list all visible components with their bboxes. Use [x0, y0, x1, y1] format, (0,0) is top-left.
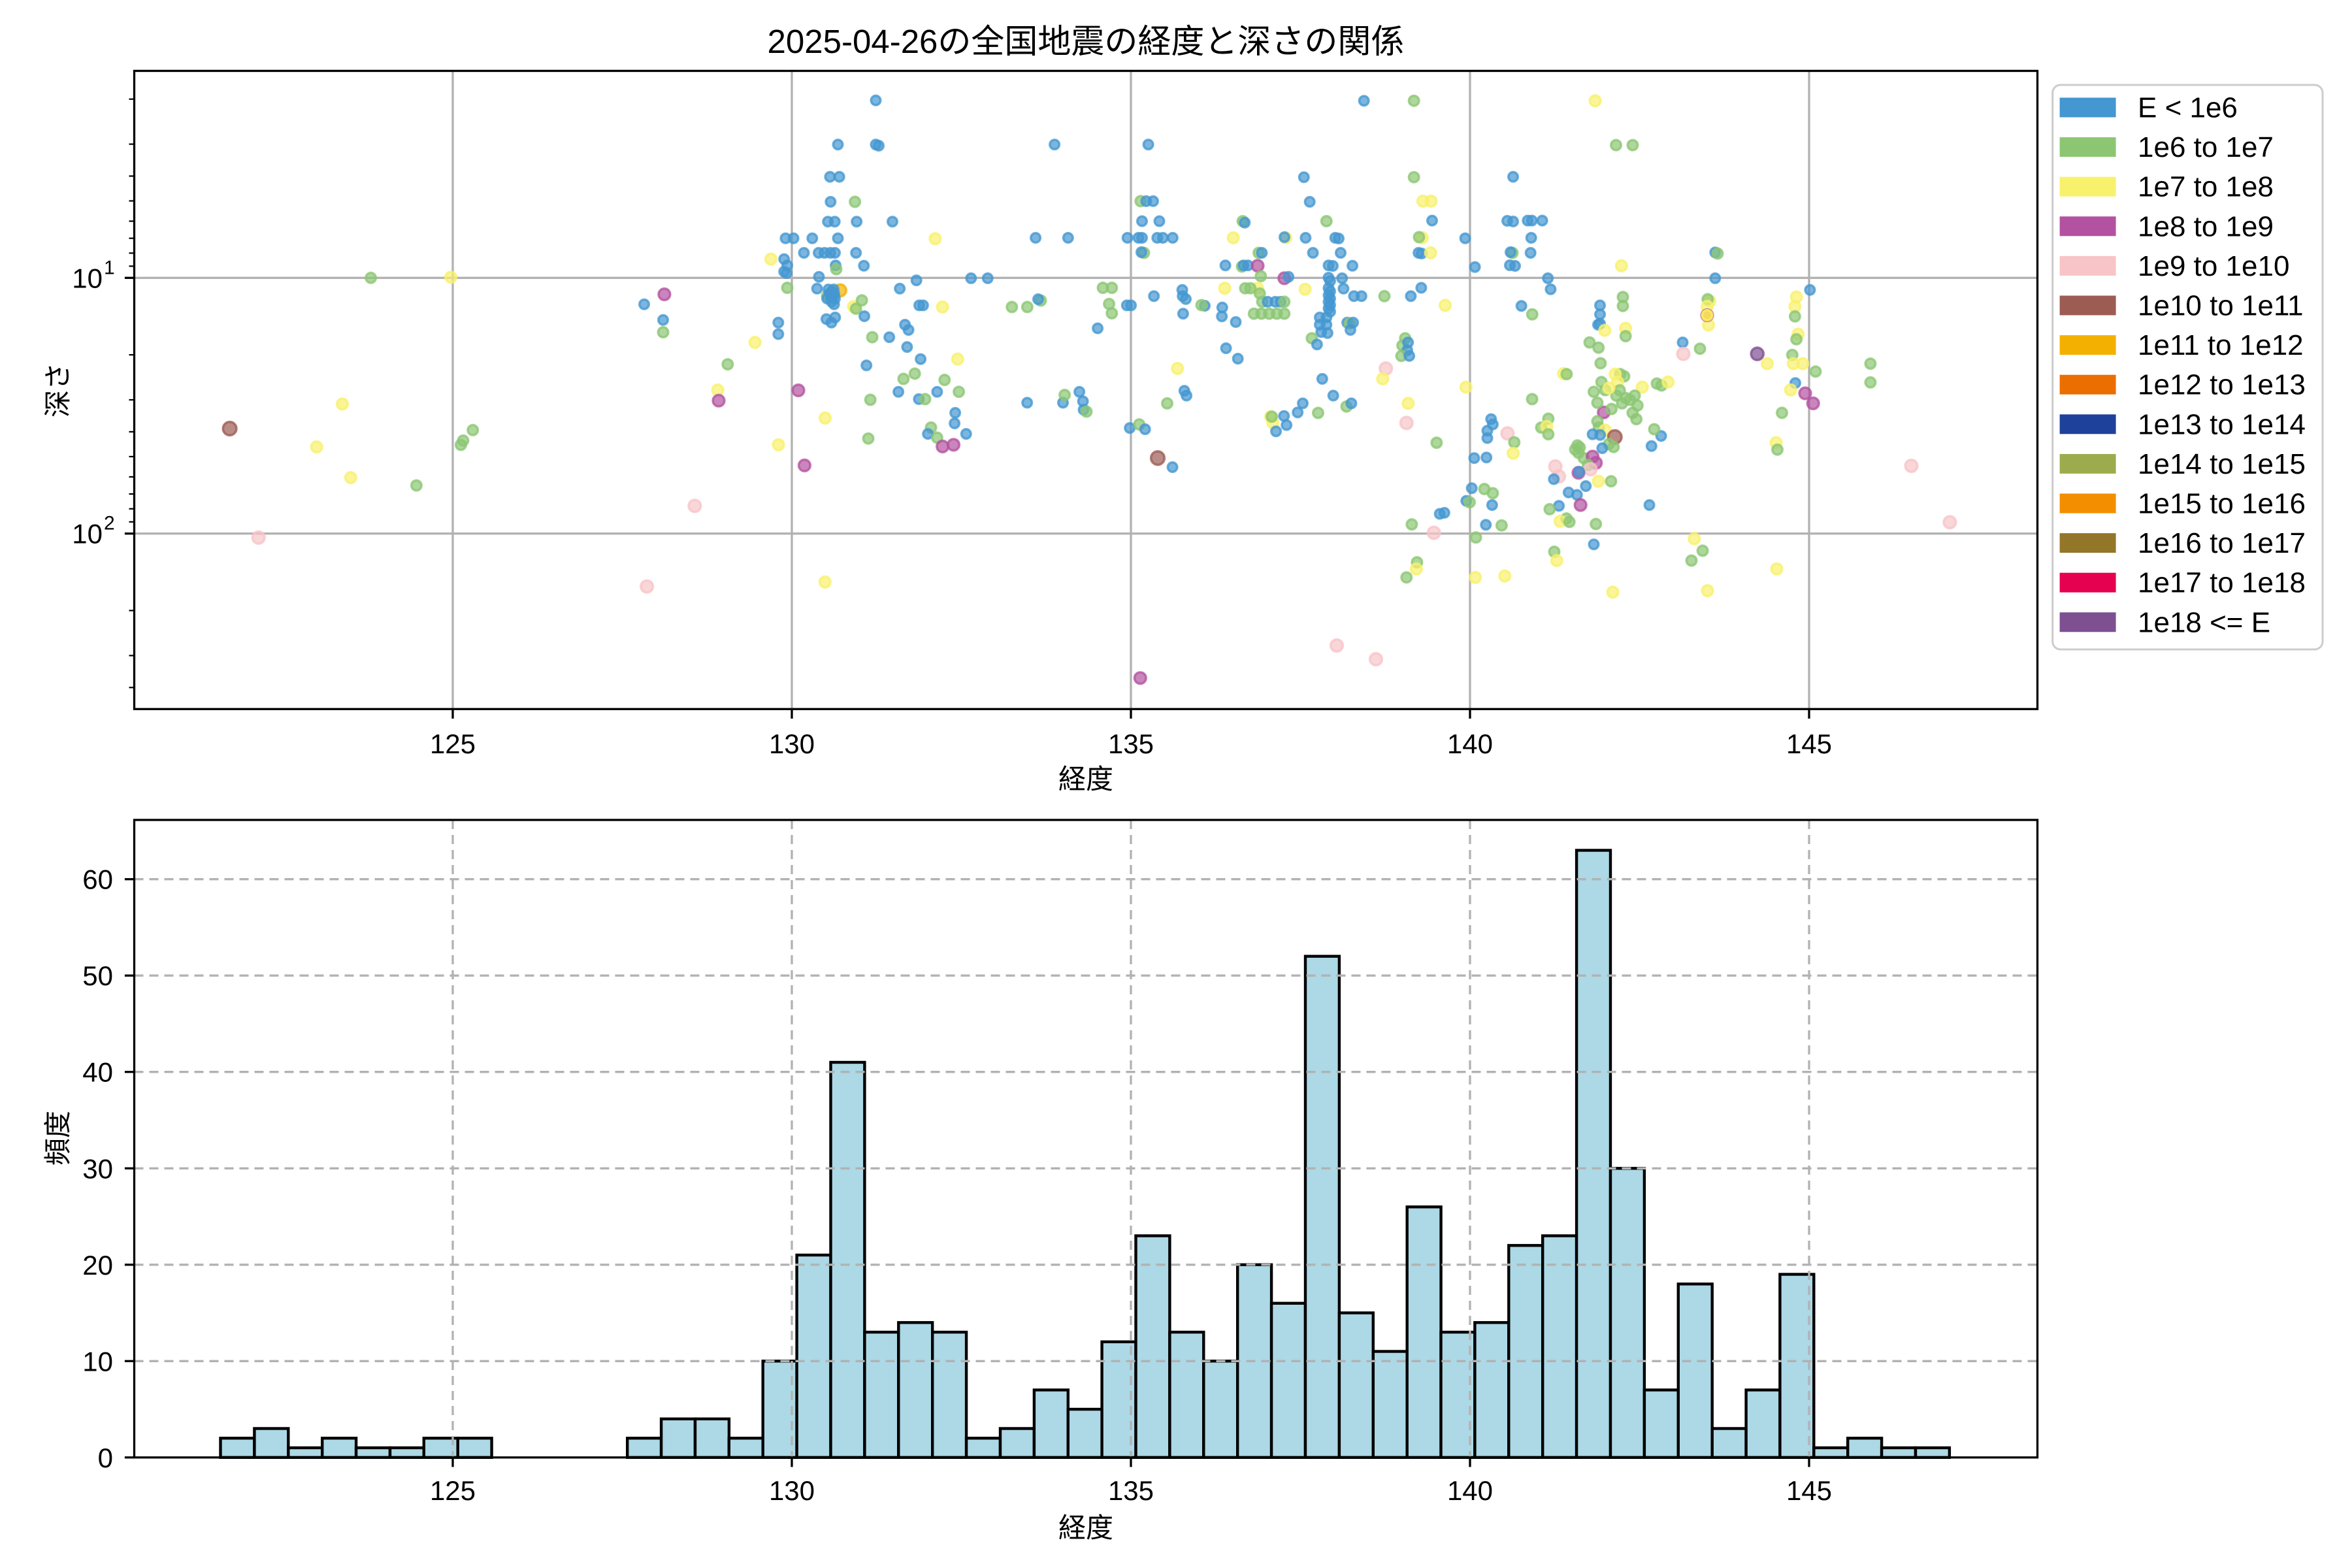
svg-text:1e9 to 1e10: 1e9 to 1e10	[2138, 250, 2289, 282]
svg-text:経度: 経度	[1058, 1512, 1113, 1543]
svg-text:145: 145	[1786, 728, 1832, 759]
svg-text:125: 125	[430, 1475, 476, 1506]
svg-text:0: 0	[98, 1443, 113, 1473]
svg-text:1e12 to 1e13: 1e12 to 1e13	[2138, 369, 2306, 401]
svg-text:10: 10	[82, 1346, 113, 1377]
svg-text:135: 135	[1108, 728, 1154, 759]
svg-text:1e10 to 1e11: 1e10 to 1e11	[2138, 290, 2304, 322]
svg-text:30: 30	[82, 1153, 113, 1184]
svg-text:1e11 to 1e12: 1e11 to 1e12	[2138, 329, 2304, 361]
svg-text:1e6 to 1e7: 1e6 to 1e7	[2138, 131, 2274, 163]
svg-text:深さ: 深さ	[42, 363, 73, 417]
svg-text:経度: 経度	[1058, 764, 1113, 794]
svg-text:130: 130	[769, 728, 815, 759]
svg-text:40: 40	[82, 1057, 113, 1088]
svg-text:1: 1	[104, 257, 115, 278]
svg-text:1e13 to 1e14: 1e13 to 1e14	[2138, 408, 2306, 440]
svg-text:135: 135	[1108, 1475, 1154, 1506]
svg-text:1e8 to 1e9: 1e8 to 1e9	[2138, 210, 2274, 242]
svg-text:2: 2	[104, 513, 115, 534]
svg-text:145: 145	[1786, 1475, 1832, 1506]
svg-text:1e16 to 1e17: 1e16 to 1e17	[2138, 527, 2306, 559]
svg-text:140: 140	[1447, 728, 1493, 759]
svg-text:20: 20	[82, 1250, 113, 1281]
svg-text:50: 50	[82, 960, 113, 991]
svg-text:1e7 to 1e8: 1e7 to 1e8	[2138, 171, 2274, 203]
svg-text:E < 1e6: E < 1e6	[2138, 92, 2238, 124]
svg-text:2025-04-26の全国地震の経度と深さの関係: 2025-04-26の全国地震の経度と深さの関係	[768, 23, 1405, 60]
svg-text:60: 60	[82, 864, 113, 895]
svg-text:140: 140	[1447, 1475, 1493, 1506]
svg-text:1e15 to 1e16: 1e15 to 1e16	[2138, 488, 2306, 520]
svg-text:130: 130	[769, 1475, 815, 1506]
svg-text:1e17 to 1e18: 1e17 to 1e18	[2138, 567, 2306, 599]
svg-text:10: 10	[72, 263, 103, 293]
svg-text:1e18 <= E: 1e18 <= E	[2138, 606, 2270, 638]
svg-text:1e14 to 1e15: 1e14 to 1e15	[2138, 448, 2306, 480]
svg-text:頻度: 頻度	[42, 1111, 73, 1166]
svg-text:10: 10	[72, 519, 103, 549]
svg-text:125: 125	[430, 728, 476, 759]
